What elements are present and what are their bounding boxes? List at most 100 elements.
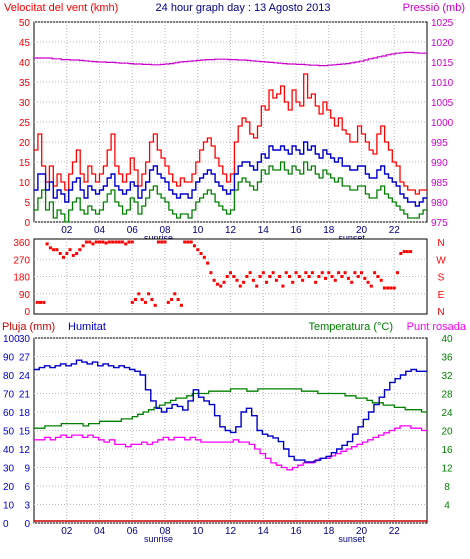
direction-point <box>202 255 206 259</box>
direction-point <box>258 275 262 278</box>
direction-point <box>248 271 252 275</box>
wind-left-tick: 0 <box>24 218 30 229</box>
direction-point <box>238 284 242 288</box>
rain-left-tick: 27 <box>19 353 31 364</box>
direction-point <box>42 300 46 304</box>
direction-left-tick: 270 <box>13 255 30 266</box>
pressure-right-tick: 980 <box>431 198 448 209</box>
temperature-line <box>34 388 427 429</box>
direction-point <box>337 271 341 275</box>
direction-point <box>153 303 157 307</box>
direction-point <box>183 240 187 244</box>
direction-point <box>314 280 318 284</box>
temperature-right-tick: 20 <box>441 427 453 438</box>
direction-point <box>297 275 301 278</box>
direction-point <box>366 280 370 284</box>
humidity-left-tick: 10 <box>3 501 15 512</box>
direction-point <box>137 292 141 296</box>
direction-point <box>373 271 377 275</box>
rain-left-tick: 0 <box>24 519 30 530</box>
direction-point <box>389 286 393 290</box>
direction-point <box>196 248 200 252</box>
temp-x-tick: 22 <box>389 526 401 537</box>
direction-point <box>156 240 160 244</box>
rain-left-tick: 18 <box>19 408 31 419</box>
rain-left-tick: 12 <box>19 445 31 456</box>
direction-point <box>58 252 62 255</box>
pressure-right-tick: 985 <box>431 178 448 189</box>
wind-left-tick: 5 <box>24 198 30 209</box>
humidity-left-tick: 100 <box>3 334 20 345</box>
direction-point <box>173 292 177 296</box>
direction-point <box>278 275 282 278</box>
direction-point <box>71 253 75 257</box>
direction-point <box>130 300 134 304</box>
direction-point <box>62 255 65 259</box>
direction-point <box>143 300 147 304</box>
humidity-left-tick: 20 <box>3 482 15 493</box>
direction-point <box>268 275 272 278</box>
humidity-line <box>34 359 427 463</box>
rain-left-tick: 30 <box>19 334 31 345</box>
direction-point <box>363 276 367 280</box>
direction-compass-tick: E <box>438 290 445 301</box>
direction-compass-tick: N <box>437 238 444 249</box>
direction-point <box>310 271 314 275</box>
direction-point <box>193 244 196 248</box>
pressure-right-tick: 1015 <box>431 58 454 69</box>
temp-x-tick: 06 <box>127 526 139 537</box>
direction-point <box>212 278 216 282</box>
temp-x-tick: 10 <box>192 526 204 537</box>
temp-x-tick: 16 <box>290 526 302 537</box>
direction-point <box>68 248 72 252</box>
direction-point <box>281 284 285 288</box>
direction-point <box>232 275 236 278</box>
direction-point <box>88 240 92 244</box>
temperature-right-tick: 28 <box>441 390 453 401</box>
direction-point <box>301 278 305 282</box>
wind-left-axis-label: Velocitat del vent (kmh) <box>4 2 118 14</box>
temperature-right-tick: 4 <box>444 501 450 512</box>
direction-point <box>360 271 363 275</box>
direction-point <box>166 300 170 304</box>
rain-left-tick: 21 <box>19 390 31 401</box>
temp-x-tick: 14 <box>258 526 270 537</box>
temperature-right-tick: 32 <box>441 371 453 382</box>
dewpoint-axis-label: Punt rosada <box>407 321 467 333</box>
direction-point <box>265 280 268 284</box>
direction-point <box>284 271 288 275</box>
direction-point <box>209 271 213 275</box>
direction-point <box>81 244 85 248</box>
direction-point <box>94 240 98 244</box>
wind-left-tick: 40 <box>19 58 31 69</box>
direction-point <box>288 275 291 278</box>
direction-point <box>235 278 239 282</box>
direction-point <box>140 298 144 301</box>
temp-x-tick: 04 <box>94 526 106 537</box>
direction-point <box>163 240 167 244</box>
direction-point <box>78 248 82 252</box>
direction-point <box>271 271 275 275</box>
humidity-left-tick: 70 <box>3 390 15 401</box>
direction-point <box>229 271 232 275</box>
temperature-right-tick: 16 <box>441 445 453 456</box>
wind-left-tick: 10 <box>19 178 31 189</box>
direction-point <box>405 250 409 254</box>
direction-point <box>39 300 42 304</box>
temperature-right-tick: 12 <box>441 464 453 475</box>
direction-point <box>75 252 79 255</box>
direction-point <box>402 250 406 254</box>
direction-point <box>255 284 259 288</box>
direction-point <box>150 298 154 301</box>
direction-point <box>35 300 39 304</box>
wind-x-tick: 04 <box>94 225 106 236</box>
direction-point <box>274 278 278 282</box>
direction-point <box>242 280 246 284</box>
direction-point <box>55 248 59 252</box>
direction-point <box>111 240 115 244</box>
wind-sunset-label: sunset <box>338 233 365 243</box>
direction-point <box>186 240 190 244</box>
direction-point <box>114 240 118 244</box>
